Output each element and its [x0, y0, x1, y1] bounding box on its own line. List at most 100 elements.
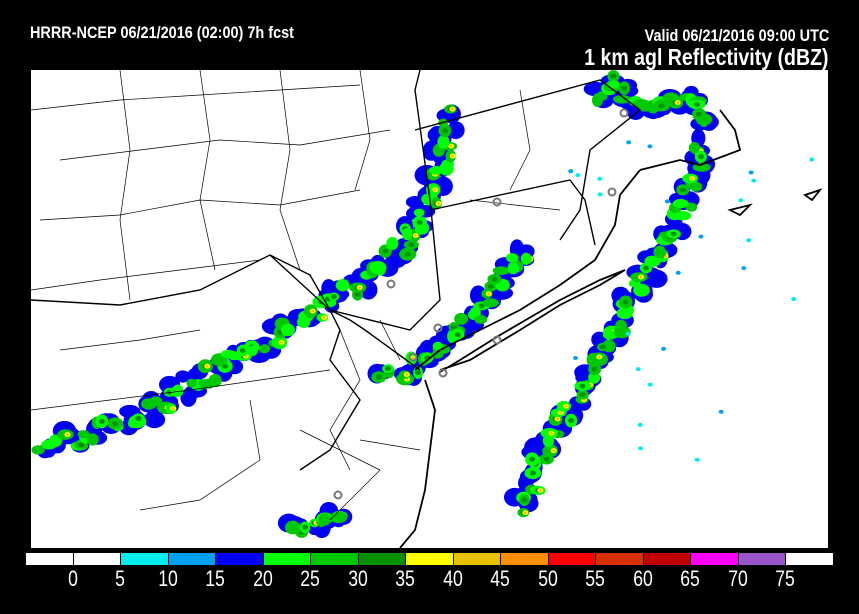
colorbar-swatch	[72, 553, 120, 565]
echo	[791, 297, 797, 302]
echo	[579, 392, 586, 398]
echo	[679, 187, 686, 193]
echo	[369, 260, 387, 274]
echo	[718, 409, 724, 414]
echo	[676, 101, 680, 104]
colorbar-swatch	[310, 553, 358, 565]
echo	[597, 192, 603, 197]
echo	[685, 202, 698, 212]
echo	[311, 309, 315, 313]
colorbar-swatch	[215, 553, 263, 565]
colorbar-swatch	[167, 553, 215, 565]
county-borders	[30, 69, 561, 521]
echo	[688, 142, 700, 154]
echo	[447, 121, 465, 140]
echo	[318, 513, 331, 526]
colorbar-label: 70	[727, 566, 748, 591]
echo	[474, 314, 488, 324]
echo	[220, 349, 236, 359]
echo	[538, 489, 542, 492]
colorbar-label: 75	[775, 566, 795, 591]
echo	[505, 253, 519, 263]
echo	[171, 407, 175, 410]
echo	[625, 331, 631, 336]
reflectivity-field	[31, 70, 815, 539]
colorbar-swatch	[120, 553, 168, 565]
colorbar-label: 40	[442, 566, 463, 591]
echo	[572, 356, 578, 361]
echo	[404, 251, 411, 257]
echo	[529, 470, 536, 476]
echo	[639, 275, 643, 279]
echo	[239, 347, 246, 353]
echo	[478, 303, 485, 309]
colorbar-swatch	[262, 553, 310, 565]
echo	[672, 198, 689, 209]
echo	[543, 456, 550, 462]
echo	[280, 323, 295, 337]
echo	[436, 202, 440, 205]
echo	[621, 85, 628, 91]
echo	[591, 366, 598, 372]
echo	[521, 497, 528, 503]
echo	[552, 449, 556, 452]
echo	[405, 373, 409, 376]
echo	[401, 228, 413, 241]
echo	[698, 234, 704, 239]
echo	[335, 279, 350, 292]
echo	[559, 411, 563, 414]
echo	[98, 418, 105, 424]
echo	[208, 373, 222, 388]
echo	[78, 442, 85, 448]
colorbar-label: 15	[205, 566, 225, 591]
echo	[602, 330, 618, 340]
colorbar-label: 30	[347, 566, 368, 591]
state-borders	[30, 69, 642, 471]
echo	[330, 511, 348, 524]
echo	[647, 144, 653, 149]
colorbar-swatch	[547, 553, 595, 565]
echo	[247, 345, 258, 356]
colorbar-swatch	[357, 553, 405, 565]
echo	[354, 292, 361, 298]
echo	[450, 324, 457, 330]
colorbar-label: 5	[115, 566, 125, 591]
colorbar-swatch	[785, 553, 833, 565]
echo	[432, 341, 443, 350]
echo	[482, 298, 499, 308]
echo	[384, 366, 391, 372]
echo	[175, 370, 191, 383]
echo	[492, 266, 510, 276]
echo	[487, 283, 494, 289]
echo	[297, 316, 311, 328]
echo	[613, 94, 631, 104]
echo	[454, 332, 461, 338]
echo	[415, 370, 422, 376]
echo	[599, 344, 606, 350]
colorbar-swatch	[500, 553, 548, 565]
echo	[416, 220, 423, 226]
echo	[523, 511, 527, 514]
echo	[696, 111, 703, 117]
echo	[414, 234, 418, 237]
echo	[607, 80, 621, 89]
echo	[77, 430, 90, 439]
echo	[693, 102, 700, 108]
echo	[664, 199, 670, 204]
echo	[568, 418, 575, 424]
echo	[645, 269, 668, 288]
echo	[433, 188, 437, 191]
echo	[411, 357, 415, 360]
echo	[439, 161, 454, 176]
colorbar-swatch	[595, 553, 643, 565]
echo	[638, 446, 644, 451]
echo	[437, 135, 450, 149]
echo	[529, 456, 536, 462]
echo	[564, 405, 568, 408]
echo	[31, 445, 45, 455]
echo	[610, 73, 617, 79]
echo	[626, 140, 632, 145]
echo	[694, 457, 700, 462]
echo	[141, 398, 157, 410]
colorbar-label: 10	[157, 566, 178, 591]
